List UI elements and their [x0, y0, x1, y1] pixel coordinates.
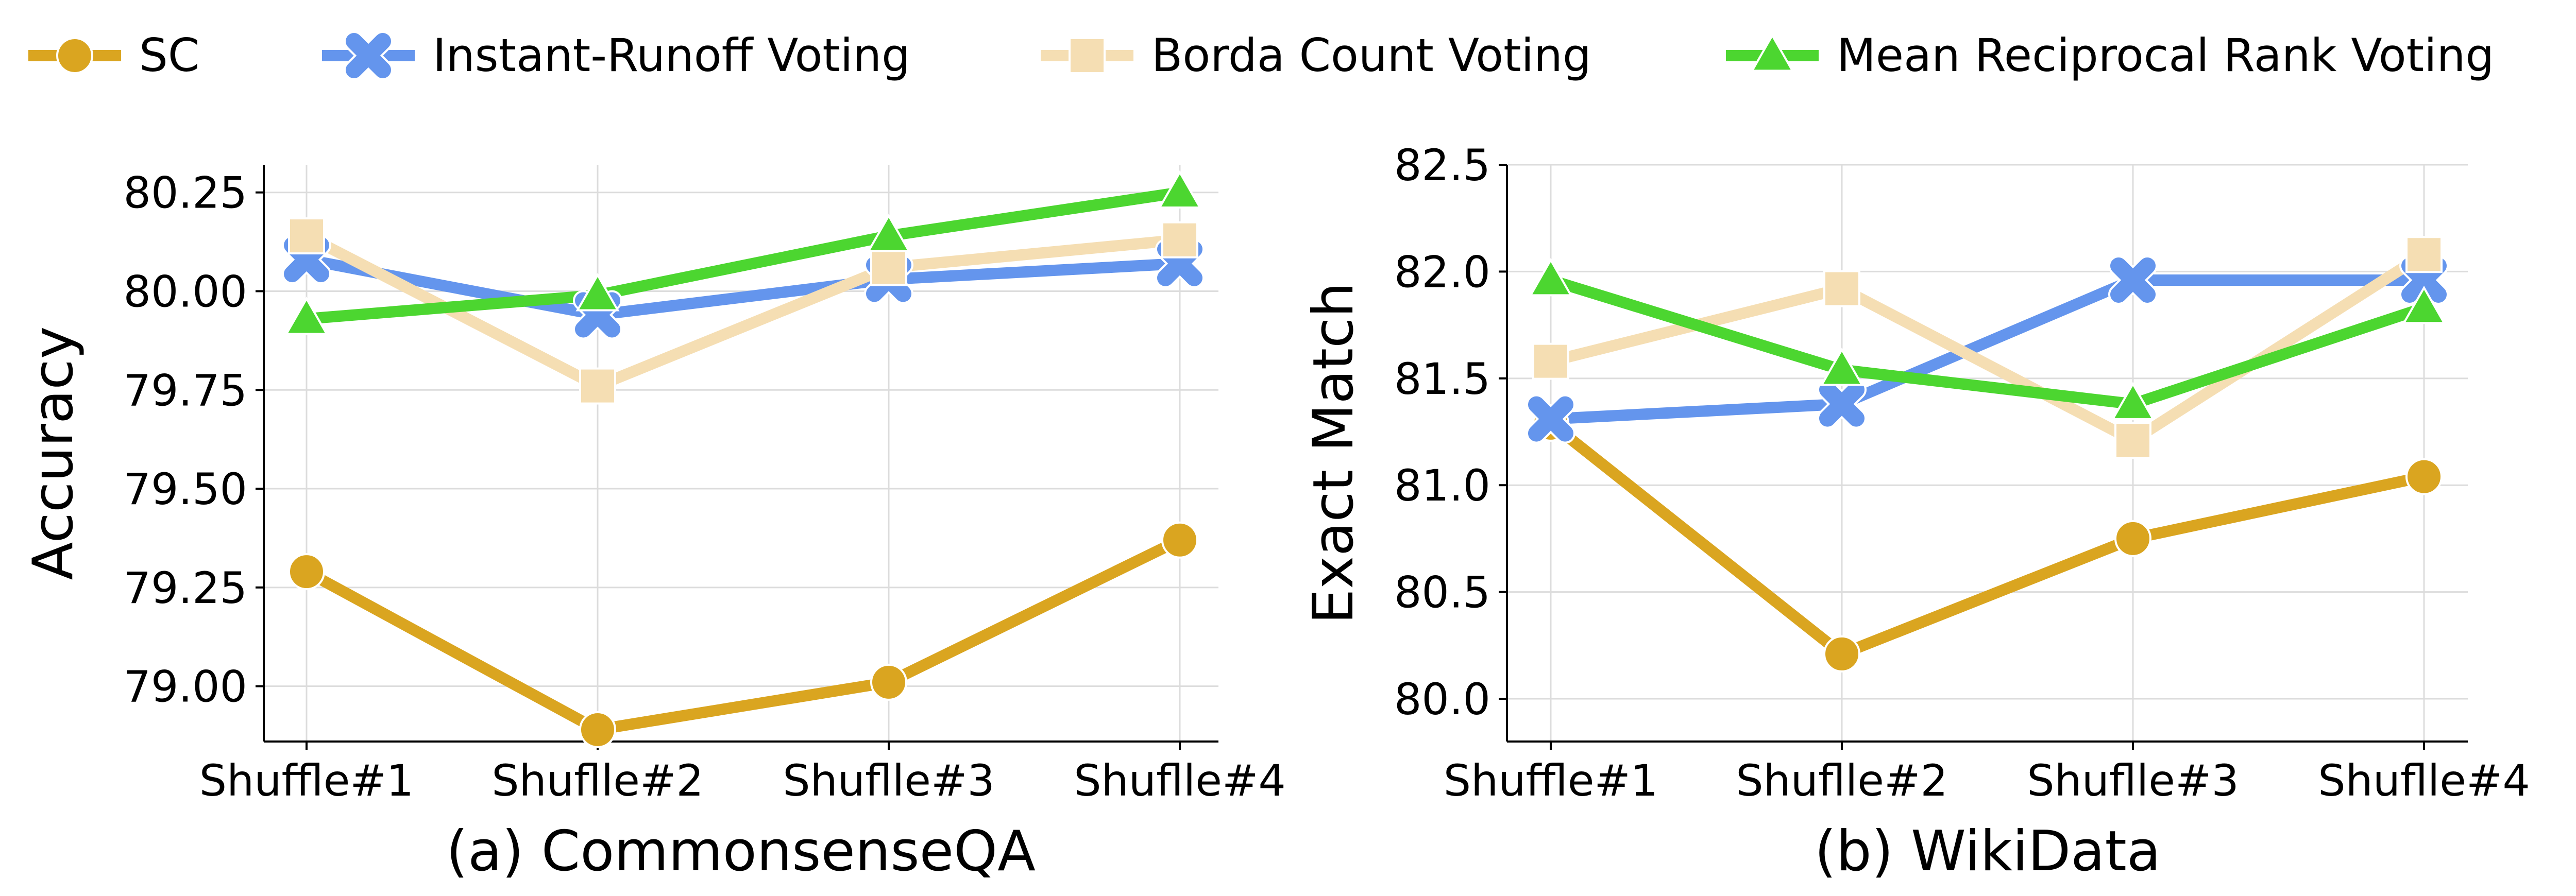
legend-item-mean-reciprocal-rank-voting: Mean Reciprocal Rank Voting — [1726, 29, 2494, 82]
data-point-instant-runoff-voting — [1817, 379, 1867, 429]
y-tick-label: 80.25 — [124, 168, 247, 218]
legend-item-instant-runoff-voting-marker — [343, 30, 394, 81]
x-tick-label: Shuffle#1 — [199, 755, 414, 806]
x-tick-label: Shuflle#4 — [2318, 755, 2530, 806]
data-point-sc — [870, 663, 907, 701]
data-point-mean-reciprocal-rank-voting — [2402, 285, 2446, 324]
series-line-mean-reciprocal-rank-voting — [301, 186, 1185, 325]
x-tick-label: Shuflle#4 — [1074, 755, 1286, 806]
y-tick-label: 79.25 — [124, 563, 247, 613]
y-tick-label: 81.5 — [1394, 354, 1490, 404]
legend-item-borda-count-voting-label: Borda Count Voting — [1151, 29, 1591, 82]
y-tick-label: 79.50 — [124, 464, 247, 514]
data-point-borda-count-voting — [870, 249, 907, 286]
data-point-mean-reciprocal-rank-voting — [2111, 382, 2155, 420]
legend-item-borda-count-voting: Borda Count Voting — [1041, 29, 1591, 82]
data-point-mean-reciprocal-rank-voting — [284, 297, 329, 335]
chart-title: (a) CommonsenseQA — [446, 819, 1036, 884]
data-point-instant-runoff-voting-stroke — [1528, 396, 1574, 442]
data-point-borda-count-voting — [288, 217, 325, 255]
x-tick-label: Shuflle#3 — [2027, 755, 2239, 806]
y-tick-label: 80.00 — [124, 266, 247, 317]
series-line-mean-reciprocal-rank-voting — [1545, 274, 2430, 410]
data-point-sc — [2114, 520, 2151, 557]
y-tick-label: 81.0 — [1394, 460, 1490, 511]
legend: SC Instant-Runoff Voting Borda Count Votin… — [28, 29, 2494, 82]
legend-item-instant-runoff-voting-marker-stroke — [345, 32, 392, 79]
data-point-instant-runoff-voting-stroke — [2110, 257, 2156, 303]
data-point-sc — [579, 711, 616, 748]
x-tick-label: Shuffle#1 — [1444, 755, 1658, 806]
legend-item-instant-runoff-voting-label: Instant-Runoff Voting — [433, 29, 910, 82]
data-point-mean-reciprocal-rank-voting — [575, 273, 620, 312]
chart-title: (b) WikiData — [1815, 819, 2161, 884]
data-point-borda-count-voting — [2405, 236, 2443, 273]
series-line-sc — [1545, 417, 2430, 660]
x-tick-label: Shuflle#3 — [783, 755, 995, 806]
data-point-sc — [1823, 635, 1860, 673]
data-point-borda-count-voting — [2114, 422, 2151, 459]
y-tick-label: 82.5 — [1394, 140, 1490, 191]
legend-item-sc-marker — [56, 37, 93, 74]
data-point-borda-count-voting — [579, 367, 616, 405]
panel-commonsenseqa: 79.00 79.25 79.50 79.75 80.00 80.25 Shuffle#1 S… — [21, 165, 1286, 884]
data-point-mean-reciprocal-rank-voting — [867, 213, 911, 252]
y-tick-label: 80.5 — [1394, 567, 1490, 618]
panel-wikidata: 80.0 80.5 81.0 81.5 82.0 82.5 Shuffle#1 Shuflle… — [1301, 140, 2530, 884]
series-line-instant-runoff-voting — [301, 254, 1185, 321]
data-point-mean-reciprocal-rank-voting — [1158, 170, 1202, 209]
data-point-instant-runoff-voting-stroke — [1819, 381, 1865, 427]
data-point-sc — [288, 553, 325, 591]
data-point-instant-runoff-voting — [1526, 394, 1576, 444]
y-tick-label: 79.75 — [124, 365, 247, 416]
y-axis-label: Accuracy — [21, 326, 86, 580]
data-point-borda-count-voting — [1161, 221, 1198, 259]
legend-item-mean-reciprocal-rank-voting-label: Mean Reciprocal Rank Voting — [1837, 29, 2494, 82]
data-point-sc — [1161, 521, 1198, 559]
x-tick-label: Shuflle#2 — [492, 755, 704, 806]
x-tick-label: Shuflle#2 — [1736, 755, 1948, 806]
legend-item-mean-reciprocal-rank-voting-marker — [1750, 33, 1794, 72]
data-point-mean-reciprocal-rank-voting — [1529, 257, 1573, 297]
data-point-sc — [2405, 458, 2443, 495]
legend-item-sc: SC — [28, 29, 199, 82]
series-line-instant-runoff-voting — [1545, 274, 2430, 425]
y-tick-label: 79.00 — [124, 662, 247, 712]
data-point-borda-count-voting — [1532, 342, 1569, 380]
data-point-instant-runoff-voting — [2108, 255, 2158, 305]
legend-item-sc-label: SC — [139, 29, 199, 82]
legend-item-borda-count-voting-marker — [1069, 37, 1106, 74]
y-axis-label: Exact Match — [1301, 282, 1366, 624]
data-point-borda-count-voting — [1823, 270, 1860, 307]
data-point-mean-reciprocal-rank-voting — [1820, 348, 1864, 386]
legend-item-instant-runoff-voting: Instant-Runoff Voting — [322, 29, 910, 82]
series-line-sc — [301, 534, 1185, 735]
y-tick-label: 80.0 — [1394, 674, 1490, 725]
y-tick-label: 82.0 — [1394, 247, 1490, 297]
